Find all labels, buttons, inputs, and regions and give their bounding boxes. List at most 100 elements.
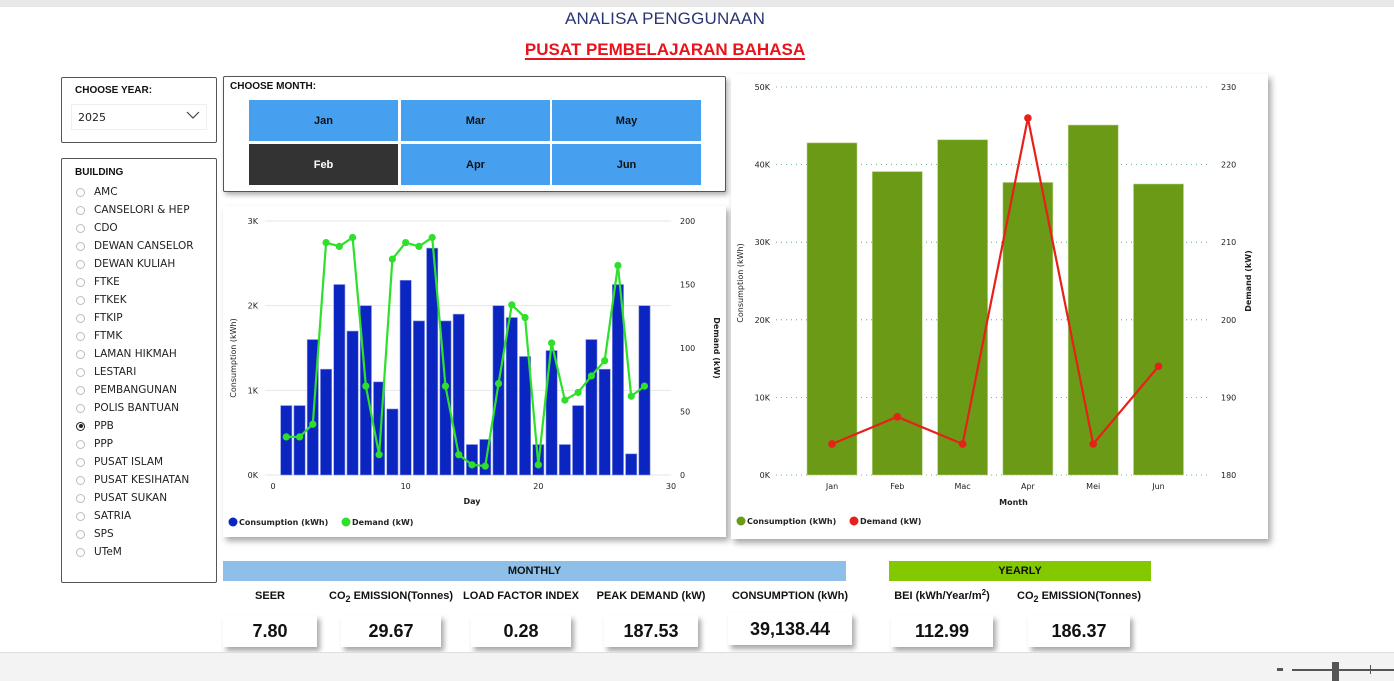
building-option[interactable]: FTKEK bbox=[76, 291, 127, 309]
radio-selected-icon[interactable] bbox=[76, 421, 85, 431]
month-button-jan[interactable]: Jan bbox=[249, 100, 398, 141]
building-option-label: PUSAT KESIHATAN bbox=[94, 474, 190, 486]
building-option-label: PPP bbox=[94, 438, 113, 450]
status-bar bbox=[0, 652, 1394, 681]
building-option[interactable]: DEWAN CANSELOR bbox=[76, 237, 194, 255]
zoom-slider-track[interactable] bbox=[1292, 669, 1394, 671]
building-option[interactable]: FTMK bbox=[76, 327, 122, 345]
legend-demand-icon bbox=[849, 516, 859, 526]
consumption-bar bbox=[1067, 124, 1119, 476]
consumption-bar bbox=[625, 453, 638, 476]
radio-icon[interactable] bbox=[76, 493, 85, 503]
radio-icon[interactable] bbox=[76, 313, 85, 323]
building-option[interactable]: FTKIP bbox=[76, 309, 123, 327]
y-axis-title: Consumption (kWh) bbox=[229, 318, 238, 397]
building-option[interactable]: DEWAN KULIAH bbox=[76, 255, 175, 273]
legend-consumption-label: Consumption (kWh) bbox=[747, 517, 836, 526]
radio-icon[interactable] bbox=[76, 331, 85, 341]
month-filter-panel: CHOOSE MONTH: Jan Mar May Feb Apr Jun bbox=[223, 76, 726, 192]
kpi-label-part: LOAD FACTOR INDEX bbox=[463, 590, 579, 602]
yearly-kpi-label: CO2 EMISSION(Tonnes) bbox=[1004, 590, 1154, 604]
demand-line bbox=[831, 117, 1160, 447]
building-option[interactable]: FTKE bbox=[76, 273, 120, 291]
building-option[interactable]: PPP bbox=[76, 435, 113, 453]
y2-tick-label: 150 bbox=[680, 281, 695, 290]
demand-point bbox=[508, 301, 516, 309]
month-button-may[interactable]: May bbox=[552, 100, 701, 141]
demand-point bbox=[534, 461, 542, 469]
x-tick-label: 10 bbox=[401, 482, 411, 491]
building-option[interactable]: POLIS BANTUAN bbox=[76, 399, 179, 417]
radio-icon[interactable] bbox=[76, 367, 85, 377]
kpi-label-part: 2 bbox=[1033, 594, 1039, 604]
consumption-bar bbox=[585, 339, 598, 476]
building-option[interactable]: PUSAT ISLAM bbox=[76, 453, 163, 471]
building-option-label: FTKE bbox=[94, 276, 120, 288]
radio-icon[interactable] bbox=[76, 529, 85, 539]
demand-point bbox=[415, 242, 423, 250]
consumption-bar bbox=[346, 330, 359, 476]
demand-point bbox=[614, 261, 622, 270]
consumption-bar bbox=[519, 356, 531, 476]
building-option[interactable]: LAMAN HIKMAH bbox=[76, 345, 177, 363]
month-button-apr[interactable]: Apr bbox=[401, 144, 550, 185]
building-option[interactable]: SATRIA bbox=[76, 507, 131, 525]
y-tick-label: 1K bbox=[248, 386, 259, 395]
month-button-jun[interactable]: Jun bbox=[552, 144, 701, 185]
building-option[interactable]: PUSAT SUKAN bbox=[76, 489, 167, 507]
y2-tick-label: 100 bbox=[680, 344, 695, 353]
y-axis-title: Consumption (kWh) bbox=[736, 243, 745, 322]
y2-tick-label: 200 bbox=[680, 217, 695, 226]
radio-icon[interactable] bbox=[76, 277, 85, 287]
year-selected-value: 2025 bbox=[78, 111, 106, 124]
y2-tick-label: 0 bbox=[680, 471, 685, 480]
building-option[interactable]: PUSAT KESIHATAN bbox=[76, 471, 189, 489]
radio-icon[interactable] bbox=[76, 439, 85, 449]
y2-tick-label: 230 bbox=[1221, 83, 1236, 92]
radio-icon[interactable] bbox=[76, 547, 85, 557]
year-dropdown[interactable]: 2025 bbox=[71, 104, 207, 130]
zoom-slider-tick bbox=[1370, 665, 1371, 674]
zoom-out-button[interactable] bbox=[1277, 668, 1283, 671]
building-option[interactable]: AMC bbox=[76, 183, 118, 201]
month-button-feb[interactable]: Feb bbox=[249, 144, 398, 185]
zoom-slider-handle[interactable] bbox=[1332, 662, 1339, 681]
y-tick-label: 20K bbox=[755, 316, 771, 325]
building-option[interactable]: SPS bbox=[76, 525, 114, 543]
x-tick-label: Mac bbox=[954, 482, 970, 491]
month-button-mar[interactable]: Mar bbox=[401, 100, 550, 141]
x-axis-title: Day bbox=[463, 497, 481, 506]
radio-icon[interactable] bbox=[76, 475, 85, 485]
radio-icon[interactable] bbox=[76, 403, 85, 413]
building-option[interactable]: CDO bbox=[76, 219, 118, 237]
radio-icon[interactable] bbox=[76, 457, 85, 467]
building-option[interactable]: PPB bbox=[76, 417, 114, 435]
radio-icon[interactable] bbox=[76, 511, 85, 521]
demand-point bbox=[335, 242, 343, 250]
y2-tick-label: 190 bbox=[1221, 393, 1236, 402]
building-option-label: POLIS BANTUAN bbox=[94, 402, 179, 414]
monthly-kpi-value: 29.67 bbox=[341, 615, 441, 647]
consumption-bar bbox=[611, 284, 624, 476]
radio-icon[interactable] bbox=[76, 241, 85, 251]
demand-point bbox=[627, 392, 635, 400]
radio-icon[interactable] bbox=[76, 223, 85, 233]
building-option[interactable]: PEMBANGUNAN bbox=[76, 381, 177, 399]
radio-icon[interactable] bbox=[76, 385, 85, 395]
x-tick-label: 20 bbox=[533, 482, 543, 491]
yearly-kpi-label: BEI (kWh/Year/m2) bbox=[867, 589, 1017, 603]
consumption-bar bbox=[439, 320, 452, 476]
radio-icon[interactable] bbox=[76, 295, 85, 305]
radio-icon[interactable] bbox=[76, 349, 85, 359]
demand-point bbox=[640, 382, 649, 390]
building-option-label: SPS bbox=[94, 528, 114, 540]
y-tick-label: 0K bbox=[248, 471, 259, 480]
radio-icon[interactable] bbox=[76, 205, 85, 215]
radio-icon[interactable] bbox=[76, 187, 85, 197]
monthly-kpi-value: 187.53 bbox=[604, 615, 698, 647]
building-option[interactable]: LESTARI bbox=[76, 363, 136, 381]
radio-icon[interactable] bbox=[76, 259, 85, 269]
building-option[interactable]: UTeM bbox=[76, 543, 122, 561]
building-option-label: SATRIA bbox=[94, 510, 132, 522]
building-option[interactable]: CANSELORI & HEP bbox=[76, 201, 190, 219]
